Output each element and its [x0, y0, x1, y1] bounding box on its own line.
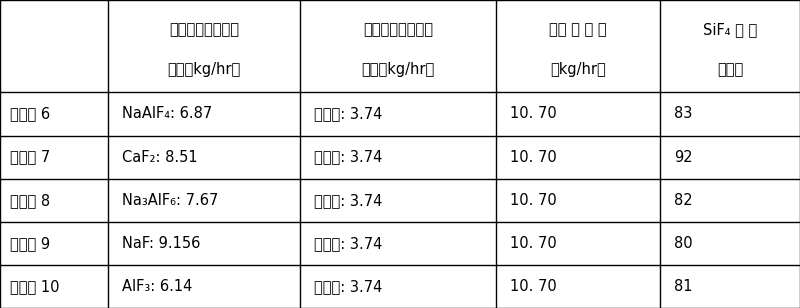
Text: 用量（kg/hr）: 用量（kg/hr） — [167, 62, 241, 77]
Text: 实施例 10: 实施例 10 — [10, 279, 59, 294]
Text: 10. 70: 10. 70 — [510, 193, 557, 208]
Text: CaF₂: 8.51: CaF₂: 8.51 — [122, 150, 198, 164]
Text: 实施例 9: 实施例 9 — [10, 236, 50, 251]
Text: 硅藻土: 3.74: 硅藻土: 3.74 — [314, 279, 382, 294]
Text: 氟化物源的种类及: 氟化物源的种类及 — [169, 22, 239, 37]
Text: （％）: （％） — [717, 62, 743, 77]
Text: 硅藻土: 3.74: 硅藻土: 3.74 — [314, 150, 382, 164]
Text: 10. 70: 10. 70 — [510, 236, 557, 251]
Text: 硅藻土: 3.74: 硅藻土: 3.74 — [314, 236, 382, 251]
Text: 80: 80 — [674, 236, 693, 251]
Text: （kg/hr）: （kg/hr） — [550, 62, 606, 77]
Text: Na₃AlF₆: 7.67: Na₃AlF₆: 7.67 — [122, 193, 218, 208]
Text: 10. 70: 10. 70 — [510, 150, 557, 164]
Text: 实施例 6: 实施例 6 — [10, 107, 50, 121]
Text: 硅藻土: 3.74: 硅藻土: 3.74 — [314, 193, 382, 208]
Text: 81: 81 — [674, 279, 693, 294]
Text: 二氧化硅的种类及: 二氧化硅的种类及 — [363, 22, 433, 37]
Text: 10. 70: 10. 70 — [510, 279, 557, 294]
Text: 硫酸 的 用 量: 硫酸 的 用 量 — [549, 22, 607, 37]
Text: NaAlF₄: 6.87: NaAlF₄: 6.87 — [122, 107, 213, 121]
Text: SiF₄ 产 率: SiF₄ 产 率 — [703, 22, 757, 37]
Text: 用量（kg/hr）: 用量（kg/hr） — [362, 62, 434, 77]
Text: 硅藻土: 3.74: 硅藻土: 3.74 — [314, 107, 382, 121]
Text: 实施例 8: 实施例 8 — [10, 193, 50, 208]
Text: 82: 82 — [674, 193, 693, 208]
Text: 92: 92 — [674, 150, 693, 164]
Text: 实施例 7: 实施例 7 — [10, 150, 50, 164]
Text: 10. 70: 10. 70 — [510, 107, 557, 121]
Text: 83: 83 — [674, 107, 693, 121]
Text: NaF: 9.156: NaF: 9.156 — [122, 236, 201, 251]
Text: AlF₃: 6.14: AlF₃: 6.14 — [122, 279, 193, 294]
